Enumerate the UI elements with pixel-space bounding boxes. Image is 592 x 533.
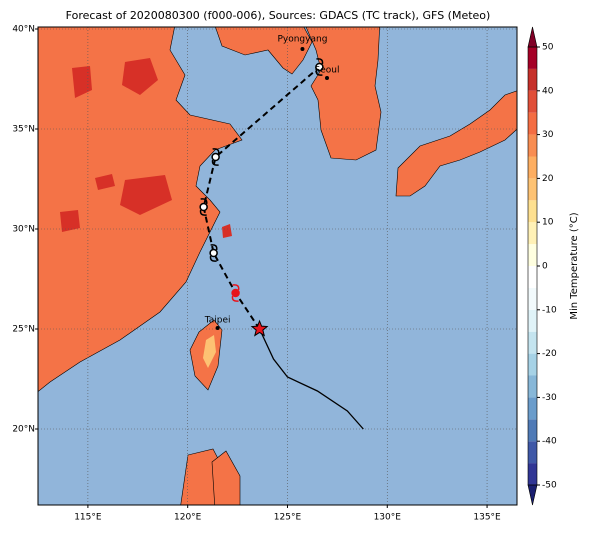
track-line	[202, 66, 321, 330]
colorbar-extend-top	[527, 26, 538, 48]
warm-patch	[203, 335, 216, 368]
colorbar-band	[528, 244, 537, 266]
colorbar-tick-label: 40	[542, 86, 554, 96]
y-tick-label: 25°N	[12, 325, 35, 335]
colorbar-band	[528, 222, 537, 245]
colorbar-band	[528, 178, 537, 201]
warm-core	[222, 224, 232, 238]
grid-layer	[38, 27, 517, 505]
land-japan	[395, 90, 517, 197]
current-position	[250, 319, 269, 337]
title: Forecast of 2020080300 (f000-006), Sourc…	[66, 9, 491, 22]
storm-symbol	[315, 62, 324, 72]
storm-symbol	[211, 148, 220, 166]
colorbar-tick-label: 10	[542, 218, 554, 228]
colorbar-tick-label: -30	[542, 393, 557, 403]
city-marker	[324, 76, 329, 80]
y-tick-label: 40°N	[12, 25, 35, 35]
colorbar-tick-label: -40	[542, 437, 557, 447]
colorbar-tick-label: -50	[542, 481, 557, 491]
colorbar-tick-label: 30	[542, 130, 554, 140]
colorbar-band	[528, 112, 537, 135]
x-tick-label: 120°E	[174, 513, 202, 523]
city-label: Seoul	[315, 66, 340, 76]
colorbar-band	[528, 68, 537, 91]
land-korea	[305, 27, 382, 161]
storm-symbol	[231, 288, 240, 298]
colorbar-band	[528, 353, 537, 376]
colorbar: -50 -40 -30 -20 -10 0 10 20 30 40 50	[527, 26, 557, 506]
x-tick-label: 115°E	[74, 513, 102, 523]
storm-symbol	[209, 244, 218, 262]
colorbar-band	[528, 419, 537, 442]
y-tick-label: 35°N	[12, 125, 35, 135]
storm-symbol	[211, 152, 220, 162]
colorbar-band	[528, 287, 537, 310]
colorbar-band	[528, 309, 537, 332]
x-tick-label: 125°E	[274, 513, 302, 523]
colorbar-band	[528, 331, 537, 354]
storm-symbol	[199, 202, 208, 212]
colorbar-band	[528, 47, 537, 69]
x-tick-label: 135°E	[473, 513, 501, 523]
land-layer	[38, 27, 517, 505]
track-line	[258, 328, 364, 430]
colorbar-band	[528, 463, 537, 485]
warm-core	[120, 175, 172, 215]
city-label: Taipei	[204, 316, 231, 326]
city-label: Pyongyang	[277, 35, 327, 45]
land-liaoning	[215, 27, 313, 75]
colorbar-tick-label: 20	[542, 174, 554, 184]
colorbar-tick-label: -20	[542, 349, 557, 359]
colorbar-band	[528, 375, 537, 398]
colorbar-band	[528, 397, 537, 420]
city-marker	[300, 47, 305, 51]
colorbar-band	[528, 90, 537, 113]
warm-core	[95, 174, 115, 190]
colorbar-extend-bottom	[527, 484, 538, 506]
warm-core	[72, 66, 92, 98]
colorbar-tick-label: 50	[542, 43, 554, 53]
warm-core	[60, 210, 80, 232]
x-tick-label: 130°E	[374, 513, 402, 523]
colorbar-band	[528, 266, 537, 288]
storm-symbol	[315, 58, 324, 76]
colorbar-band	[528, 156, 537, 179]
y-tick-label: 30°N	[12, 225, 35, 235]
storm-symbol	[209, 248, 218, 258]
colorbar-band	[528, 134, 537, 157]
land-luzon	[211, 450, 241, 505]
colorbar-band	[528, 441, 537, 464]
warm-core	[122, 58, 158, 95]
colorbar-tick-label: 0	[542, 262, 548, 272]
storm-symbol	[199, 198, 208, 216]
city-marker	[215, 326, 220, 330]
storm-symbol	[231, 284, 240, 302]
colorbar-band	[528, 200, 537, 223]
y-tick-label: 20°N	[12, 425, 35, 435]
colorbar-tick-label: -10	[542, 305, 557, 315]
track-layer	[199, 58, 364, 430]
colorbar-label: Min Temperature (°C)	[569, 212, 580, 319]
plot-frame	[37, 26, 518, 506]
